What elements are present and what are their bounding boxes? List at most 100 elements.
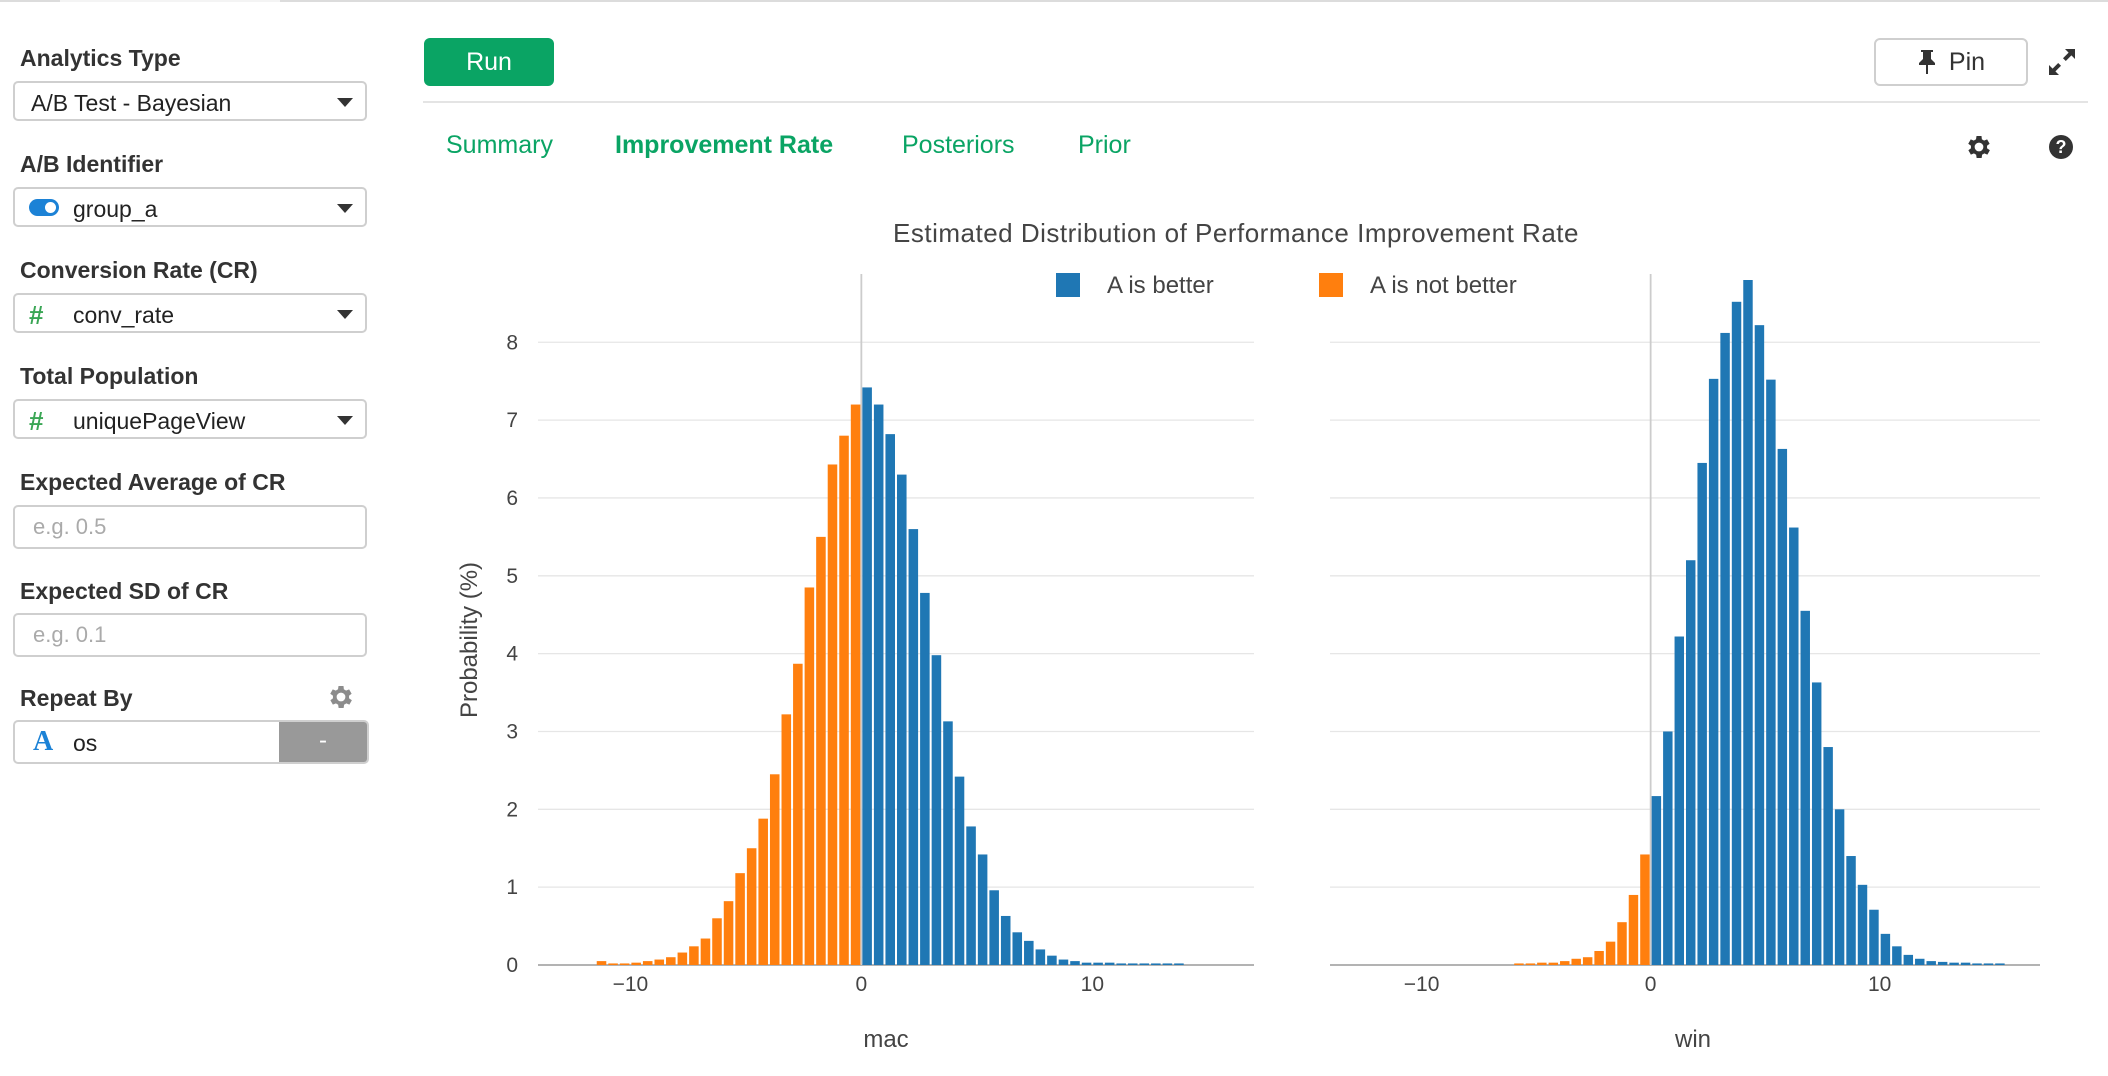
bar[interactable] bbox=[966, 826, 976, 965]
bar[interactable] bbox=[1743, 280, 1753, 965]
bar[interactable] bbox=[1525, 963, 1536, 965]
gear-icon[interactable] bbox=[326, 682, 356, 712]
bar[interactable] bbox=[850, 404, 861, 965]
bar[interactable] bbox=[631, 962, 641, 965]
tab-summary[interactable]: Summary bbox=[446, 131, 553, 159]
bar[interactable] bbox=[816, 536, 826, 965]
remove-repeat-button[interactable]: - bbox=[279, 722, 367, 762]
bar[interactable] bbox=[1811, 682, 1822, 965]
legend-a-not-better[interactable]: A is not better bbox=[1370, 272, 1517, 299]
bar[interactable] bbox=[1995, 963, 2005, 965]
bar[interactable] bbox=[1024, 940, 1034, 965]
bar[interactable] bbox=[1949, 962, 1959, 965]
total-population-select[interactable]: # uniquePageView bbox=[13, 399, 367, 439]
bar[interactable] bbox=[1000, 915, 1011, 965]
tab-improvement-rate[interactable]: Improvement Rate bbox=[615, 131, 834, 159]
bar[interactable] bbox=[1789, 527, 1799, 965]
bar[interactable] bbox=[712, 918, 722, 965]
expected-sd-input[interactable] bbox=[13, 613, 367, 657]
bar[interactable] bbox=[1800, 610, 1810, 965]
bar[interactable] bbox=[793, 663, 803, 965]
ab-identifier-select[interactable]: group_a bbox=[13, 187, 367, 227]
bar[interactable] bbox=[1823, 747, 1833, 965]
bar[interactable] bbox=[1686, 560, 1696, 965]
bar[interactable] bbox=[1174, 963, 1184, 965]
bar[interactable] bbox=[1880, 933, 1891, 965]
bar[interactable] bbox=[989, 890, 999, 965]
bar[interactable] bbox=[1537, 962, 1547, 965]
bar[interactable] bbox=[1035, 949, 1046, 965]
repeat-by-select[interactable]: A os - bbox=[13, 720, 369, 764]
bar[interactable] bbox=[642, 961, 653, 965]
bar[interactable] bbox=[839, 435, 849, 965]
bar[interactable] bbox=[596, 961, 607, 965]
bar[interactable] bbox=[700, 938, 711, 965]
bar[interactable] bbox=[619, 963, 630, 965]
bar[interactable] bbox=[735, 873, 745, 965]
bar[interactable] bbox=[1708, 378, 1719, 965]
bar[interactable] bbox=[1560, 961, 1570, 965]
bar[interactable] bbox=[666, 957, 676, 965]
bar[interactable] bbox=[1548, 962, 1559, 965]
expand-icon[interactable] bbox=[2046, 46, 2078, 78]
bar[interactable] bbox=[1093, 962, 1103, 965]
expected-average-input[interactable] bbox=[13, 505, 367, 549]
bar[interactable] bbox=[1869, 909, 1879, 965]
bar[interactable] bbox=[1903, 954, 1914, 965]
bar[interactable] bbox=[943, 721, 953, 965]
bar[interactable] bbox=[1012, 932, 1023, 965]
bar[interactable] bbox=[1104, 962, 1115, 965]
bar[interactable] bbox=[1754, 325, 1765, 966]
bar[interactable] bbox=[758, 818, 768, 965]
bar[interactable] bbox=[873, 404, 884, 965]
bar[interactable] bbox=[1960, 962, 1971, 965]
bar[interactable] bbox=[608, 963, 618, 965]
bar[interactable] bbox=[1151, 963, 1161, 965]
bar[interactable] bbox=[1628, 894, 1639, 965]
bar[interactable] bbox=[827, 464, 838, 965]
help-icon[interactable]: ? bbox=[2046, 132, 2076, 162]
bar[interactable] bbox=[897, 474, 907, 965]
tab-prior[interactable]: Prior bbox=[1078, 131, 1131, 159]
pin-button[interactable]: Pin bbox=[1874, 38, 2028, 86]
bar[interactable] bbox=[1070, 961, 1080, 965]
bar[interactable] bbox=[1058, 959, 1069, 965]
bar[interactable] bbox=[723, 901, 734, 965]
bar[interactable] bbox=[1617, 922, 1627, 965]
bar[interactable] bbox=[1116, 963, 1126, 965]
bar[interactable] bbox=[1846, 856, 1856, 965]
bar[interactable] bbox=[781, 714, 792, 965]
bar[interactable] bbox=[1766, 379, 1776, 965]
bar[interactable] bbox=[1834, 809, 1845, 965]
bar[interactable] bbox=[1983, 963, 1994, 965]
conversion-rate-select[interactable]: # conv_rate bbox=[13, 293, 367, 333]
gear-icon[interactable] bbox=[1964, 132, 1994, 162]
bar[interactable] bbox=[920, 592, 930, 965]
bar[interactable] bbox=[1047, 955, 1057, 965]
bar[interactable] bbox=[1731, 301, 1742, 965]
bar[interactable] bbox=[977, 854, 988, 965]
bar[interactable] bbox=[769, 774, 780, 965]
bar[interactable] bbox=[1162, 963, 1173, 965]
bar[interactable] bbox=[804, 587, 815, 965]
bar[interactable] bbox=[1937, 961, 1948, 965]
bar[interactable] bbox=[1640, 854, 1650, 965]
bar[interactable] bbox=[1663, 731, 1673, 965]
bar[interactable] bbox=[885, 434, 895, 965]
bar[interactable] bbox=[746, 848, 757, 965]
bar[interactable] bbox=[1605, 941, 1616, 965]
bar[interactable] bbox=[1857, 884, 1868, 965]
bar[interactable] bbox=[954, 776, 965, 965]
bar[interactable] bbox=[1972, 963, 1982, 965]
bar[interactable] bbox=[654, 959, 665, 965]
bar[interactable] bbox=[677, 952, 688, 965]
bar[interactable] bbox=[1892, 946, 1902, 965]
bar[interactable] bbox=[689, 946, 699, 965]
bar[interactable] bbox=[1926, 961, 1936, 965]
bar[interactable] bbox=[1514, 963, 1524, 965]
bar[interactable] bbox=[1720, 332, 1730, 965]
bar[interactable] bbox=[1651, 796, 1662, 965]
bar[interactable] bbox=[908, 529, 919, 965]
bar[interactable] bbox=[1139, 963, 1150, 965]
bar[interactable] bbox=[1674, 636, 1684, 965]
